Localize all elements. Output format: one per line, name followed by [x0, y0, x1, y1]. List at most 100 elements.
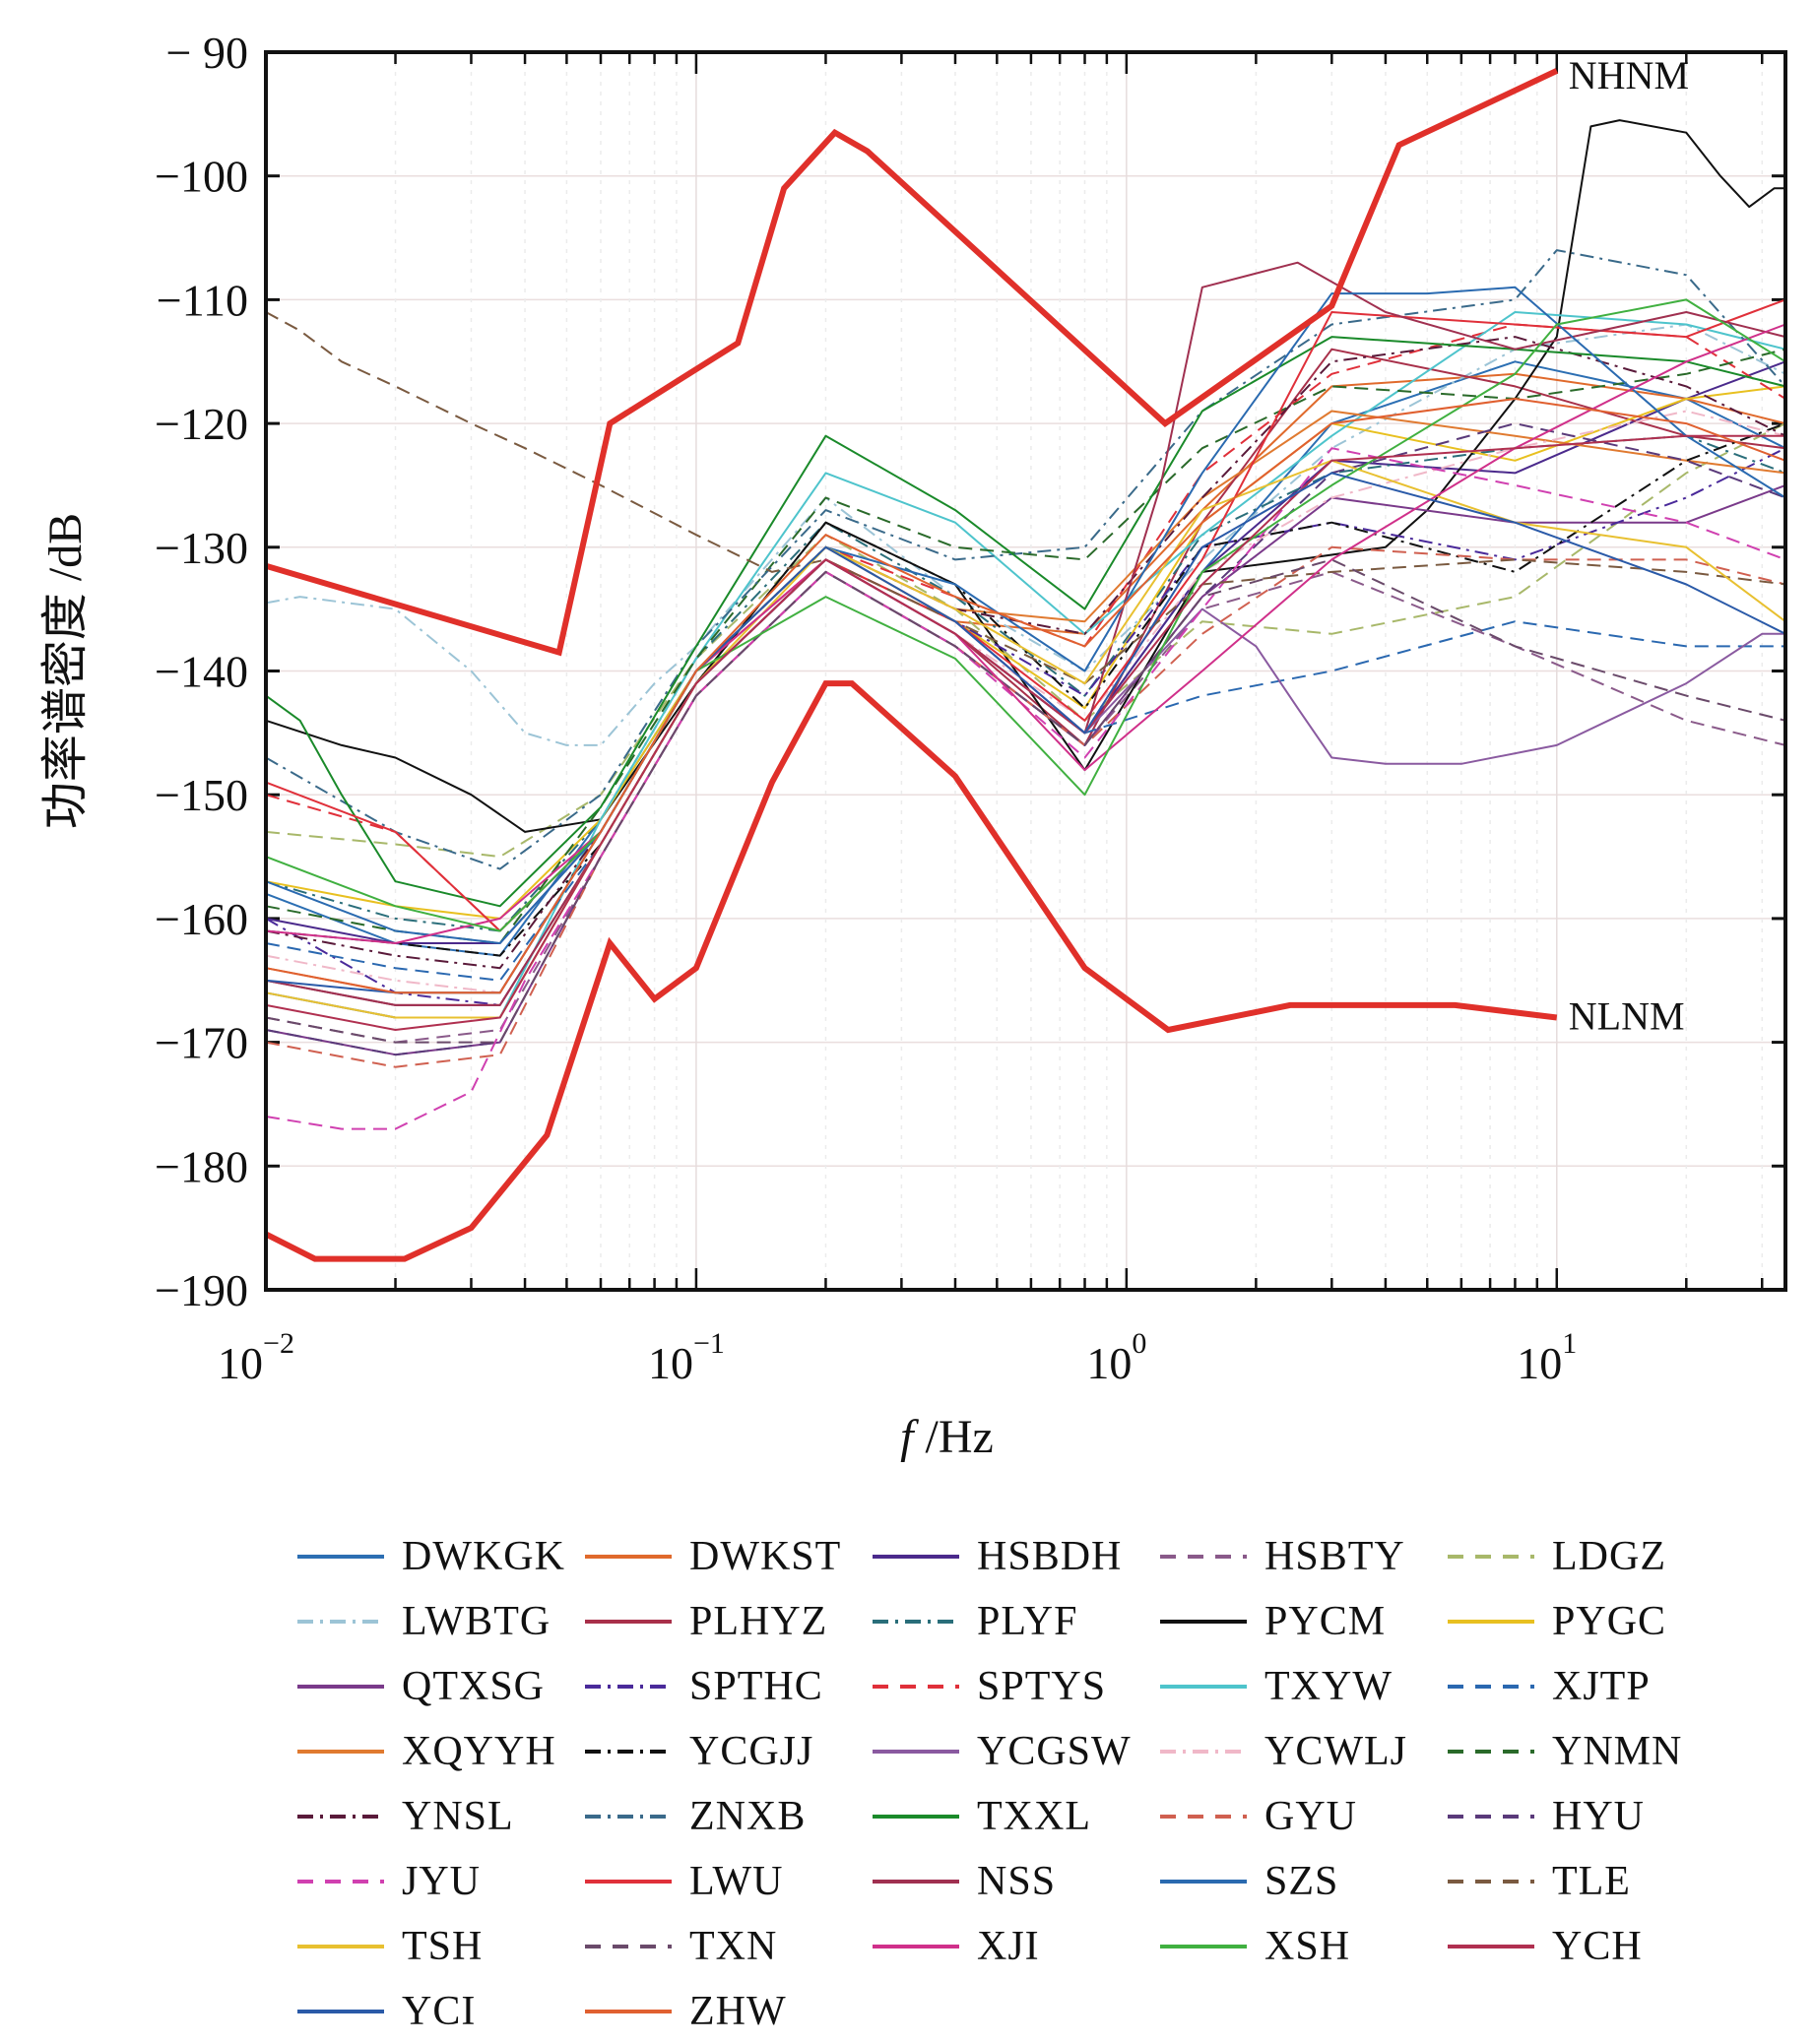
y-axis-title: 功率谱密度 /dB	[39, 513, 92, 829]
legend-label: DWKGK	[402, 1534, 565, 1579]
legend-swatch-icon	[873, 1815, 959, 1819]
legend-label: ZHW	[689, 1989, 787, 2034]
legend-row: DWKGK DWKST HSBDH HSBTY LDGZ	[295, 1524, 1733, 1589]
legend-swatch-icon	[873, 1685, 959, 1689]
legend-item: LWU	[583, 1858, 871, 1905]
legend-label: XJI	[977, 1924, 1040, 1969]
legend-row: LWBTG PLHYZ PLYF PYCM PYGC	[295, 1589, 1733, 1654]
legend-item: YCGSW	[871, 1728, 1158, 1775]
series-line-znxb	[265, 249, 1786, 870]
legend-swatch-icon	[1160, 1555, 1247, 1559]
y-tick-label: −190	[155, 1265, 248, 1315]
legend-label: PYCM	[1264, 1599, 1387, 1644]
legend-label: YCWLJ	[1264, 1729, 1407, 1774]
legend-label: YNSL	[402, 1794, 514, 1839]
legend-item: PLYF	[871, 1598, 1158, 1645]
legend-swatch-icon	[585, 1555, 672, 1559]
x-tick-exponent: 1	[1562, 1327, 1577, 1360]
legend-swatch-icon	[873, 1750, 959, 1754]
legend-label: HYU	[1552, 1794, 1645, 1839]
legend-swatch-icon	[585, 1685, 672, 1689]
legend-item: HYU	[1446, 1793, 1733, 1840]
x-tick-exponent: 0	[1132, 1327, 1146, 1360]
legend-swatch-icon	[1160, 1750, 1247, 1754]
legend-label: QTXSG	[402, 1664, 546, 1709]
legend-swatch-icon	[873, 1945, 959, 1948]
y-tick-label: −180	[155, 1141, 248, 1191]
legend-item: SZS	[1158, 1858, 1446, 1905]
legend-item: SPTHC	[583, 1663, 871, 1710]
legend-label: PLYF	[977, 1599, 1078, 1644]
series-line-txn	[265, 558, 1786, 1044]
y-tick-label: −100	[155, 152, 248, 202]
x-tick-labels: 10−2 10−1 100 101	[218, 1327, 1577, 1388]
y-tick-labels: − 90 −100 −110 −120 −130 −140 −150 −160 −170 −180…	[155, 28, 248, 1315]
legend-label: ZNXB	[689, 1794, 807, 1839]
legend-item: XQYYH	[295, 1728, 583, 1775]
legend-row: QTXSG SPTHC SPTYS TXYW XJTP	[295, 1654, 1733, 1719]
legend-row: YNSL ZNXB TXXL GYU HYU	[295, 1784, 1733, 1849]
legend-item: ZHW	[583, 1988, 871, 2035]
legend-item: PLHYZ	[583, 1598, 871, 1645]
x-tick-base: 10	[1086, 1338, 1132, 1388]
legend-swatch-icon	[297, 1815, 384, 1819]
x-tick-base: 10	[1517, 1338, 1562, 1388]
legend-label: TLE	[1552, 1859, 1631, 1904]
legend-item: QTXSG	[295, 1663, 583, 1710]
legend-item: XJTP	[1446, 1663, 1733, 1710]
legend-item: TXXL	[871, 1793, 1158, 1840]
legend-swatch-icon	[1160, 1620, 1247, 1624]
legend-item: SPTYS	[871, 1663, 1158, 1710]
legend-label: YNMN	[1552, 1729, 1683, 1774]
grid	[265, 51, 1785, 1291]
legend-label: XSH	[1264, 1924, 1351, 1969]
y-tick-label: −120	[155, 399, 248, 449]
legend-item: DWKST	[583, 1533, 871, 1580]
noise-model-lines: NHNM NLNM	[264, 53, 1689, 1262]
legend-item: DWKGK	[295, 1533, 583, 1580]
legend-label: HSBDH	[977, 1534, 1123, 1579]
x-tick-exponent: −2	[263, 1327, 294, 1360]
y-tick-label: −150	[155, 770, 248, 820]
legend-item: YCWLJ	[1158, 1728, 1446, 1775]
legend-label: LWBTG	[402, 1599, 551, 1644]
legend-swatch-icon	[297, 1945, 384, 1948]
legend-item: ZNXB	[583, 1793, 871, 1840]
legend-label: GYU	[1264, 1794, 1357, 1839]
legend-item: YCI	[295, 1988, 583, 2035]
series-line-spthc	[265, 447, 1786, 1006]
legend-swatch-icon	[1448, 1620, 1534, 1624]
legend-label: YCH	[1552, 1924, 1643, 1969]
legend-row: YCI ZHW	[295, 1979, 1733, 2044]
legend-swatch-icon	[1160, 1880, 1247, 1884]
legend-label: TSH	[402, 1924, 484, 1969]
legend-label: PYGC	[1552, 1599, 1667, 1644]
x-tick-label: 10−1	[648, 1327, 725, 1388]
legend-swatch-icon	[297, 1555, 384, 1559]
x-tick-label: 100	[1086, 1327, 1146, 1388]
legend-label: DWKST	[689, 1534, 842, 1579]
x-axis-title: f /Hz	[900, 1411, 994, 1463]
series-line-gyu	[265, 545, 1786, 1068]
x-tick-base: 10	[648, 1338, 693, 1388]
legend-label: HSBTY	[1264, 1534, 1405, 1579]
legend-item: XSH	[1158, 1923, 1446, 1970]
series-line-hsbty	[265, 570, 1786, 1044]
legend-swatch-icon	[585, 2010, 672, 2013]
legend-swatch-icon	[585, 1620, 672, 1624]
legend-row: XQYYH YCGJJ YCGSW YCWLJ YNMN	[295, 1719, 1733, 1784]
legend-swatch-icon	[1448, 1555, 1534, 1559]
legend-item: LWBTG	[295, 1598, 583, 1645]
legend-label: PLHYZ	[689, 1599, 828, 1644]
x-tick-label: 101	[1517, 1327, 1577, 1388]
legend-swatch-icon	[1448, 1815, 1534, 1819]
series-line-ldgz	[265, 422, 1786, 859]
legend-item: TXYW	[1158, 1663, 1446, 1710]
legend-swatch-icon	[297, 1620, 384, 1624]
legend-swatch-icon	[1448, 1880, 1534, 1884]
series-line-qtxsg	[265, 483, 1786, 1056]
legend-item: YCGJJ	[583, 1728, 871, 1775]
legend-swatch-icon	[297, 1750, 384, 1754]
legend-item: HSBTY	[1158, 1533, 1446, 1580]
